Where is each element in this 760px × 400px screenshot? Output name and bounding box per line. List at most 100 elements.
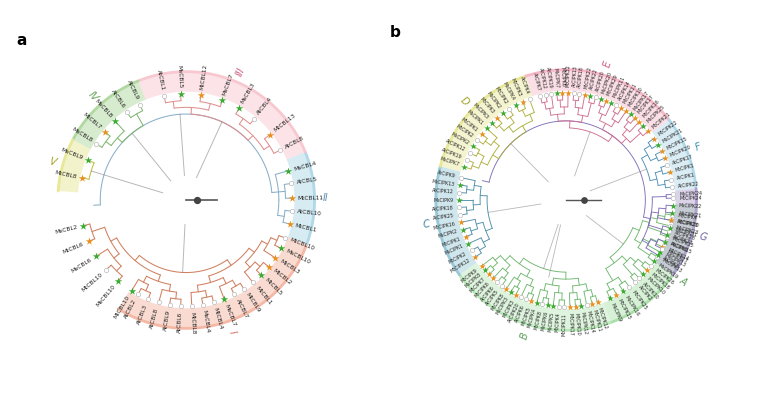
Point: [462, 240, 474, 247]
Point: [228, 291, 240, 298]
Point: [603, 295, 616, 301]
Text: AtCIPK22: AtCIPK22: [678, 181, 700, 189]
Text: MsCIPK3: MsCIPK3: [472, 102, 489, 120]
Text: AtCBL9: AtCBL9: [163, 310, 171, 332]
Point: [651, 254, 663, 260]
Point: [218, 296, 230, 302]
Point: [197, 302, 209, 308]
Point: [453, 197, 465, 203]
Point: [633, 275, 645, 282]
Point: [584, 92, 597, 99]
Text: MsCIPK13: MsCIPK13: [663, 252, 686, 268]
Point: [586, 301, 598, 307]
Point: [134, 102, 146, 108]
Point: [625, 111, 637, 118]
Text: MtCBL1: MtCBL1: [255, 285, 273, 306]
Text: AtCBL3: AtCBL3: [136, 303, 148, 325]
Text: AtCIPK8: AtCIPK8: [662, 256, 680, 270]
Text: AtCIPK5: AtCIPK5: [485, 289, 500, 307]
Text: AtCIPK9: AtCIPK9: [437, 170, 456, 179]
Text: AtCIPK2: AtCIPK2: [637, 285, 653, 302]
Text: AtCIPK12: AtCIPK12: [538, 67, 547, 90]
Point: [185, 303, 198, 309]
Point: [542, 302, 554, 309]
Point: [487, 275, 499, 282]
Point: [249, 116, 261, 122]
Point: [641, 267, 653, 274]
Text: MtCIPK32: MtCIPK32: [565, 64, 571, 87]
Text: AtCBL8: AtCBL8: [150, 307, 160, 329]
Text: AtCIPK4: AtCIPK4: [519, 76, 530, 95]
Point: [663, 228, 675, 234]
Point: [471, 137, 483, 143]
Point: [491, 279, 503, 285]
Text: MsCIPK2: MsCIPK2: [486, 91, 502, 110]
Text: MsCIPK7: MsCIPK7: [552, 67, 559, 88]
Point: [578, 91, 591, 98]
Text: MtCBL4: MtCBL4: [213, 307, 223, 330]
Text: MtCBL9: MtCBL9: [245, 292, 261, 314]
Point: [262, 264, 274, 270]
Text: MsCIPK19: MsCIPK19: [657, 263, 679, 280]
Point: [564, 304, 576, 310]
Point: [617, 288, 629, 294]
Text: MtCIPK25: MtCIPK25: [631, 290, 648, 311]
Point: [654, 249, 666, 255]
Text: MtCIPK1: MtCIPK1: [675, 163, 695, 173]
Point: [264, 132, 276, 138]
Point: [132, 291, 144, 298]
Text: MsCIPK31: MsCIPK31: [675, 227, 698, 238]
Text: MsCIPK20: MsCIPK20: [600, 70, 613, 94]
Text: MtCIPK10: MtCIPK10: [627, 86, 644, 108]
Text: MsCIPK13: MsCIPK13: [431, 178, 454, 187]
Point: [460, 234, 472, 240]
Text: MsCBL10: MsCBL10: [284, 248, 311, 265]
Text: MtCBL10: MtCBL10: [290, 238, 315, 252]
Text: MsCBL8: MsCBL8: [94, 98, 113, 119]
Point: [616, 105, 628, 112]
Point: [476, 263, 488, 269]
Text: MtCIPK2: MtCIPK2: [494, 86, 508, 106]
Text: MtCIPK9: MtCIPK9: [460, 268, 479, 284]
Text: G: G: [698, 231, 708, 242]
Text: AtCIPK18: AtCIPK18: [578, 66, 585, 88]
Text: MsCIPK7: MsCIPK7: [439, 156, 460, 168]
Text: MtCIPK3: MtCIPK3: [502, 298, 515, 318]
Point: [629, 115, 641, 121]
Text: MtCIPK16: MtCIPK16: [641, 99, 660, 119]
Text: MtCBL1: MtCBL1: [294, 223, 318, 232]
Point: [534, 93, 546, 99]
Point: [207, 299, 220, 306]
Text: AtCIPK25: AtCIPK25: [432, 213, 454, 221]
Text: MsCBL9: MsCBL9: [60, 147, 84, 160]
Polygon shape: [526, 70, 669, 133]
Point: [637, 271, 649, 278]
Point: [629, 279, 641, 285]
Text: MtCIPK16: MtCIPK16: [433, 221, 456, 231]
Text: a: a: [17, 32, 27, 48]
Point: [553, 304, 565, 310]
Point: [591, 299, 603, 306]
Point: [286, 208, 298, 214]
Text: MsCIPK3: MsCIPK3: [496, 296, 510, 315]
Text: MtCBL13: MtCBL13: [273, 113, 296, 133]
Text: AtCBL5: AtCBL5: [296, 177, 318, 185]
Polygon shape: [118, 237, 307, 328]
Point: [77, 175, 89, 181]
Point: [648, 258, 660, 265]
Text: MsCIPK15: MsCIPK15: [669, 242, 692, 256]
Text: MtCIPK26: MtCIPK26: [654, 268, 675, 286]
Text: AtCIPK9: AtCIPK9: [669, 242, 689, 254]
Point: [285, 180, 297, 187]
Text: MtCIPK15: MtCIPK15: [666, 136, 689, 151]
Text: MsCIPK5: MsCIPK5: [547, 312, 555, 332]
Point: [458, 226, 470, 233]
Text: MsCIPK12: MsCIPK12: [579, 312, 587, 335]
Point: [667, 212, 679, 218]
Text: MtCIPK29: MtCIPK29: [606, 73, 619, 96]
Text: MtCIPK27: MtCIPK27: [666, 249, 689, 264]
Text: MsCIPK10: MsCIPK10: [646, 277, 666, 296]
Text: MtCBL10: MtCBL10: [81, 271, 103, 292]
Point: [100, 266, 112, 273]
Point: [657, 244, 669, 250]
